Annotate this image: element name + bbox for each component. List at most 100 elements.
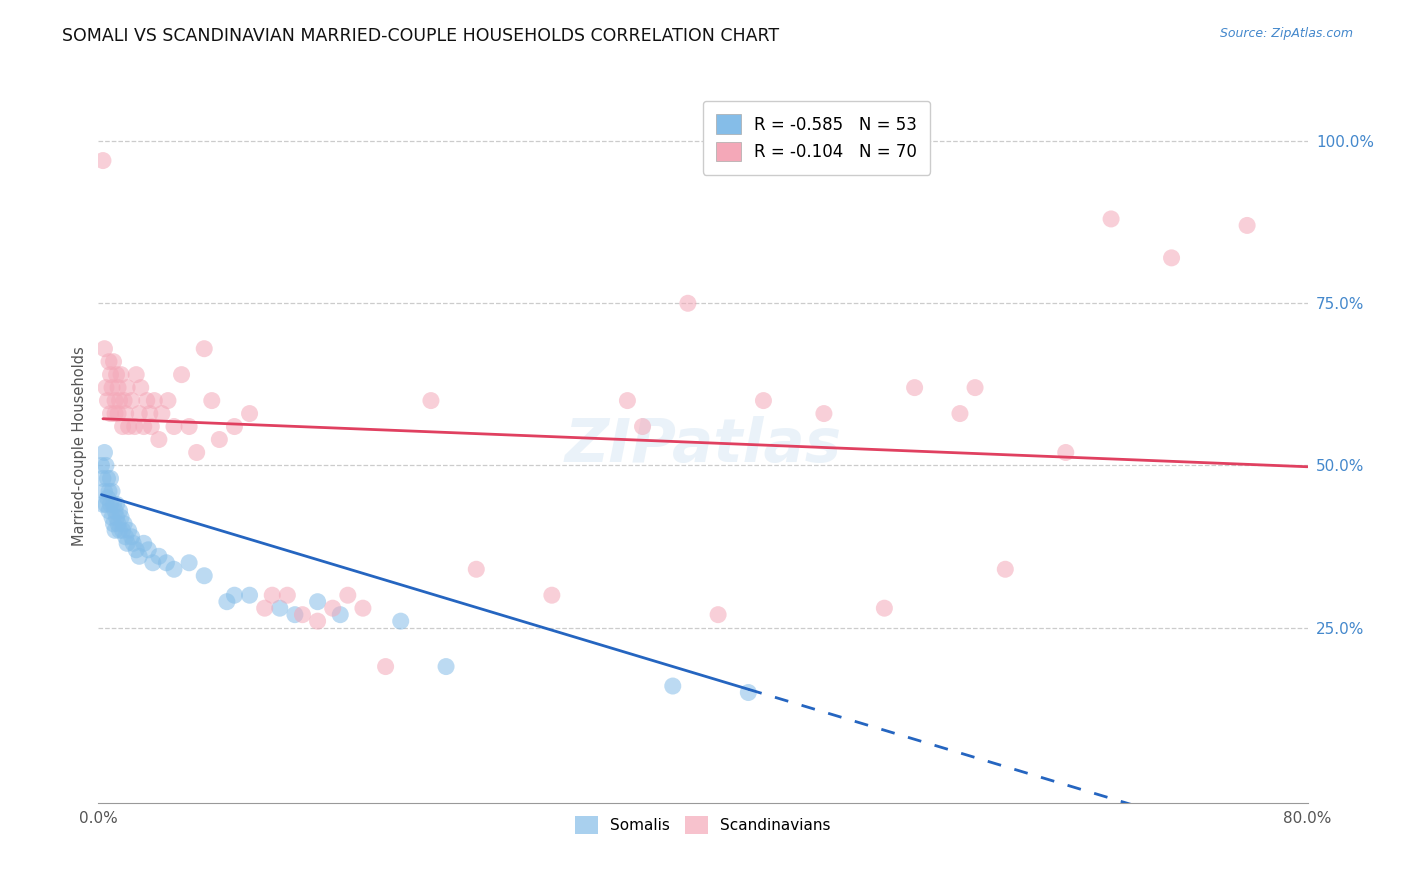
Point (128, 549, 150, 564)
Text: ZIPatlas: ZIPatlas (564, 417, 842, 475)
Point (291, 607, 314, 622)
Text: Source: ZipAtlas.com: Source: ZipAtlas.com (1219, 27, 1353, 40)
Point (98, 354, 121, 368)
Point (904, 381, 927, 395)
Point (101, 381, 124, 395)
Point (108, 393, 131, 408)
Point (179, 556, 201, 570)
Point (105, 368, 128, 382)
Point (420, 393, 443, 408)
Point (101, 484, 124, 499)
Point (873, 601, 896, 615)
Point (112, 516, 135, 531)
Point (105, 510, 128, 524)
Point (125, 368, 148, 382)
Point (374, 659, 396, 673)
Point (707, 607, 730, 622)
Point (148, 549, 170, 564)
Point (96, 491, 118, 505)
Point (186, 445, 208, 459)
Point (284, 607, 307, 622)
Point (104, 524, 127, 538)
Point (132, 419, 155, 434)
Point (107, 381, 129, 395)
Y-axis label: Married-couple Households: Married-couple Households (72, 346, 87, 546)
Point (994, 562, 1017, 576)
Point (156, 393, 179, 408)
Point (104, 407, 127, 421)
Point (115, 536, 138, 550)
Point (125, 542, 148, 557)
Point (94, 381, 117, 395)
Point (105, 497, 128, 511)
Point (269, 601, 291, 615)
Point (434, 659, 457, 673)
Point (100, 368, 122, 382)
Point (103, 516, 125, 531)
Point (965, 381, 987, 395)
Point (108, 504, 131, 518)
Point (104, 504, 127, 518)
Point (122, 536, 145, 550)
Point (179, 419, 201, 434)
Point (114, 407, 136, 421)
Point (139, 407, 162, 421)
Point (93, 484, 115, 499)
Point (1099, 211, 1122, 226)
Point (93, 342, 115, 356)
Point (465, 562, 488, 576)
Point (239, 407, 262, 421)
Text: SOMALI VS SCANDINAVIAN MARRIED-COUPLE HOUSEHOLDS CORRELATION CHART: SOMALI VS SCANDINAVIAN MARRIED-COUPLE HO… (62, 27, 779, 45)
Point (208, 433, 231, 447)
Point (752, 393, 775, 408)
Point (631, 419, 654, 434)
Point (148, 433, 170, 447)
Point (93, 445, 115, 459)
Point (737, 685, 759, 699)
Point (336, 588, 359, 602)
Point (224, 588, 246, 602)
Point (170, 368, 193, 382)
Point (136, 542, 159, 557)
Point (262, 588, 284, 602)
Point (193, 342, 215, 356)
Point (129, 381, 152, 395)
Point (143, 393, 166, 408)
Point (118, 419, 141, 434)
Point (96, 393, 118, 408)
Point (193, 568, 215, 582)
Point (389, 614, 412, 628)
Point (94, 497, 117, 511)
Point (307, 595, 329, 609)
Point (352, 601, 374, 615)
Point (329, 607, 352, 622)
Point (98, 504, 121, 518)
Point (307, 614, 329, 628)
Point (124, 419, 146, 434)
Point (100, 471, 122, 485)
Point (141, 419, 163, 434)
Point (112, 393, 135, 408)
Point (121, 530, 143, 544)
Point (96, 471, 118, 485)
Point (108, 524, 131, 538)
Point (253, 601, 276, 615)
Point (616, 393, 638, 408)
Point (201, 393, 224, 408)
Legend: Somalis, Scandinavians: Somalis, Scandinavians (568, 809, 838, 841)
Point (1236, 219, 1258, 233)
Point (114, 530, 136, 544)
Point (118, 524, 141, 538)
Point (103, 497, 125, 511)
Point (661, 679, 683, 693)
Point (224, 419, 246, 434)
Point (132, 536, 155, 550)
Point (676, 296, 699, 310)
Point (142, 556, 165, 570)
Point (90, 458, 112, 473)
Point (91, 497, 114, 511)
Point (215, 595, 238, 609)
Point (100, 497, 122, 511)
Point (150, 407, 173, 421)
Point (128, 407, 150, 421)
